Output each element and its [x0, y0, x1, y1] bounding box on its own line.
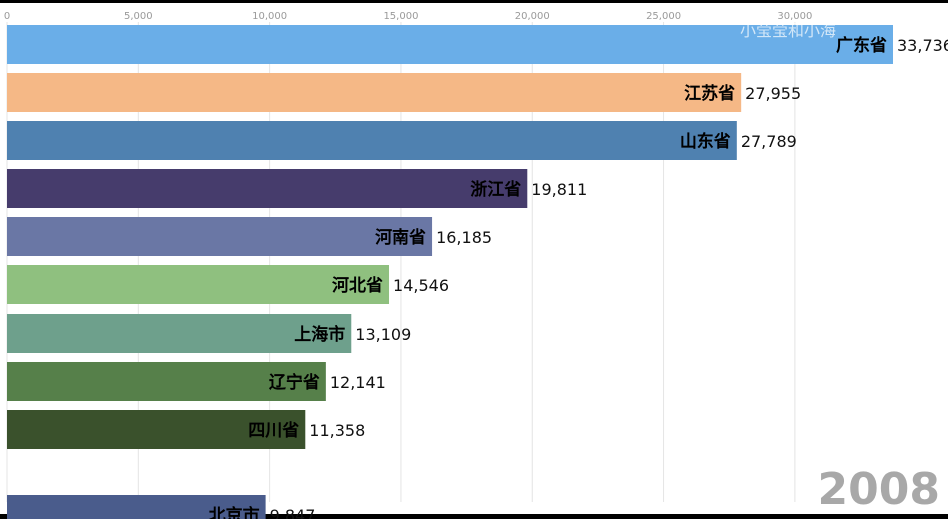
x-axis-ticks: 0 5,000 10,000 15,000 20,000 25,000 30,000: [4, 11, 813, 22]
bar-category-label: 山东省: [680, 131, 731, 152]
bar-category-label: 河北省: [332, 275, 383, 296]
bar: [7, 314, 352, 353]
bar-row: 广东省 33,736: [7, 25, 948, 64]
bar-value-label: 16,185: [436, 228, 492, 247]
bar: [7, 73, 742, 112]
bar: [7, 169, 528, 208]
bar-row: 上海市 13,109: [7, 314, 411, 353]
bar-row: 河北省 14,546: [7, 265, 449, 304]
bar-row: 浙江省 19,811: [7, 169, 587, 208]
x-tick-label: 30,000: [777, 11, 812, 22]
bar: [7, 217, 433, 256]
bottom-border: [0, 514, 948, 519]
bar-row: 河南省 16,185: [7, 217, 492, 256]
bar-value-label: 11,358: [309, 421, 365, 440]
bar-value-label: 27,789: [741, 132, 797, 151]
bar-category-label: 辽宁省: [269, 372, 320, 393]
bar: [7, 410, 306, 449]
bar: [7, 265, 390, 304]
year-label: 2008: [818, 464, 940, 515]
x-tick-label: 25,000: [646, 11, 681, 22]
bar-category-label: 四川省: [248, 420, 299, 441]
bar-category-label: 上海市: [294, 324, 345, 345]
bar-value-label: 13,109: [355, 325, 411, 344]
bar-row: 辽宁省 12,141: [7, 362, 386, 401]
x-tick-label: 15,000: [383, 11, 418, 22]
top-border: [0, 0, 948, 3]
bars: 广东省 33,736 江苏省 27,955 山东省 27,789 浙江省 19,811 河南省 1…: [7, 25, 948, 519]
bar-category-label: 浙江省: [470, 179, 521, 200]
bar-row: 北京市 9,847: [7, 495, 315, 519]
x-tick-label: 10,000: [252, 11, 287, 22]
bar: [7, 362, 326, 401]
bar: [7, 25, 893, 64]
bar-value-label: 27,955: [745, 84, 801, 103]
bar: [7, 495, 266, 519]
watermark-text: 小莹莹和小海: [740, 21, 836, 40]
bar-value-label: 12,141: [330, 373, 386, 392]
bar-category-label: 江苏省: [684, 83, 735, 104]
bar-category-label: 北京市: [209, 505, 260, 519]
bar-value-label: 14,546: [393, 276, 449, 295]
bar-row: 江苏省 27,955: [7, 73, 801, 112]
x-tick-label: 0: [4, 11, 10, 22]
bar: [7, 121, 737, 160]
bar-row: 四川省 11,358: [7, 410, 365, 449]
bar-category-label: 广东省: [836, 35, 887, 56]
bar-value-label: 9,847: [270, 506, 316, 519]
bar-row: 山东省 27,789: [7, 121, 797, 160]
x-tick-label: 5,000: [124, 11, 153, 22]
bar-value-label: 19,811: [531, 180, 587, 199]
bar-value-label: 33,736: [897, 36, 948, 55]
x-tick-label: 20,000: [515, 11, 550, 22]
bar-category-label: 河南省: [375, 227, 426, 248]
